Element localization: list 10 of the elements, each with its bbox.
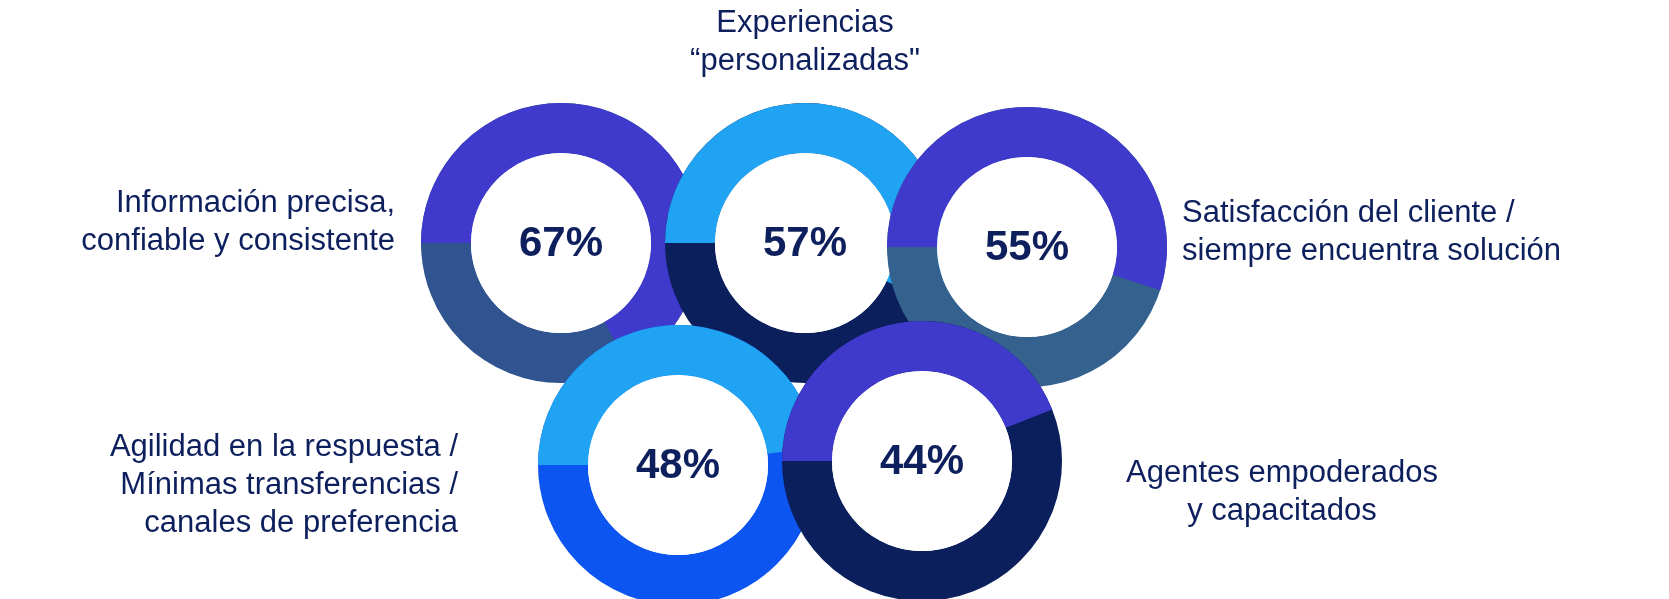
data-label: 48% bbox=[635, 440, 721, 487]
data-label: 44% bbox=[879, 436, 965, 483]
category-label: Agilidad en la respuesta / Mínimas transferencias / canales de preferencia bbox=[109, 428, 459, 539]
data-label: 55% bbox=[984, 222, 1070, 269]
category-label: Información precisa, confiable y consistente bbox=[81, 184, 395, 257]
category-label: Experiencias “personalizadas" bbox=[690, 4, 920, 77]
category-label: Agentes empoderados y capacitados bbox=[1126, 454, 1438, 527]
data-label: 67% bbox=[518, 218, 604, 265]
data-label: 57% bbox=[762, 218, 848, 265]
category-label: Satisfacción del cliente / siempre encuentra solución bbox=[1182, 194, 1562, 267]
